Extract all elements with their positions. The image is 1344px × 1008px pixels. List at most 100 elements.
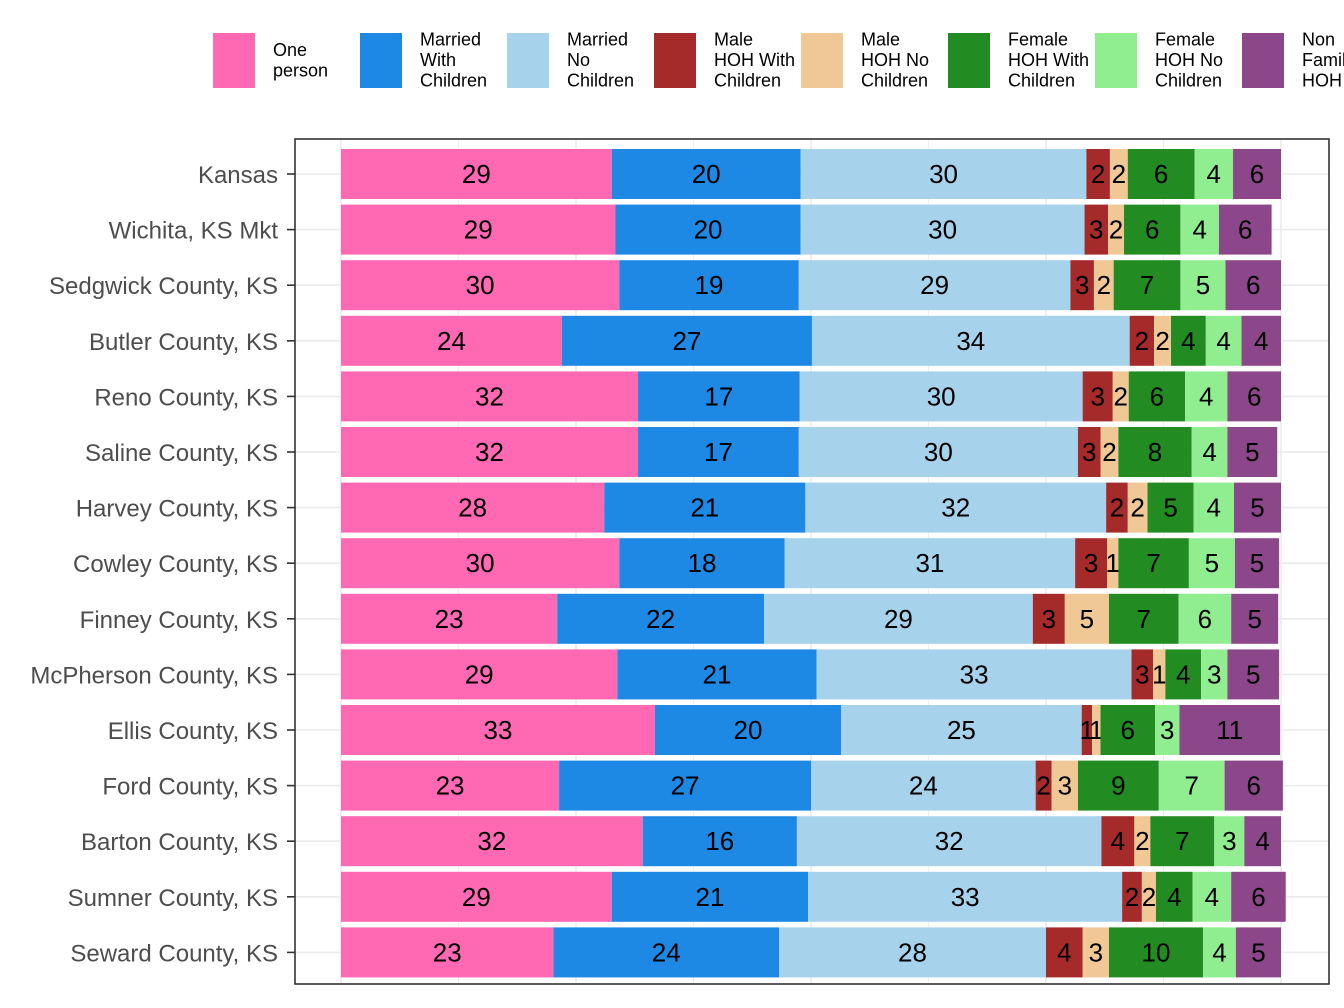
data-label: 21 [695, 882, 724, 912]
data-label: 2 [1130, 493, 1144, 523]
bar-segment-non-family-hoh [1231, 871, 1286, 922]
data-label: 6 [1145, 215, 1159, 245]
bar-segment-female-hoh-no-children [1180, 260, 1226, 311]
bar-segment-male-hoh-no-children [1092, 705, 1101, 755]
bar-segment-one-person [341, 204, 616, 255]
bar-segment-male-hoh-no-children [1109, 149, 1128, 199]
bar-segment-male-hoh-no-children [1082, 927, 1109, 978]
bar-segment-female-hoh-no-children [1158, 760, 1225, 811]
legend-item-non-family-hoh: NonFamilyHOH [1242, 30, 1344, 91]
data-label: 32 [475, 381, 504, 411]
data-label: 30 [928, 215, 957, 245]
data-label: 2 [1155, 326, 1169, 356]
data-label: 7 [1137, 604, 1151, 634]
data-label: 23 [433, 937, 462, 967]
bar-segment-male-hoh-with-children [1122, 871, 1142, 922]
bar-segment-male-hoh-no-children [1107, 538, 1119, 589]
data-label: 28 [458, 493, 487, 523]
legend-key [654, 33, 696, 88]
bar-segment-married-no-children [805, 482, 1107, 533]
data-label: 6 [1238, 215, 1252, 245]
data-label: 10 [1142, 937, 1171, 967]
bar-segment-female-hoh-with-children [1127, 149, 1195, 199]
category-label: Ellis County, KS [108, 718, 278, 745]
data-label: 3 [1160, 715, 1174, 745]
data-label: 1 [1152, 659, 1166, 689]
bar-segment-married-no-children [811, 315, 1130, 366]
bar-segment-married-with-children [561, 315, 812, 366]
data-label: 23 [435, 604, 464, 634]
category-label: Harvey County, KS [76, 496, 278, 523]
bar-segment-female-hoh-no-children [1188, 538, 1235, 589]
bar-segment-male-hoh-with-children [1077, 427, 1101, 477]
bar-row-mcpherson-county-ks: 29 21 33 3 1 4 3 5 [341, 649, 1280, 700]
legend: OnepersonMarriedWithChildrenMarriedNoChi… [213, 30, 1344, 91]
data-label: 33 [484, 715, 513, 745]
legend-label: Female [1008, 30, 1068, 50]
bar-segment-female-hoh-with-children [1100, 705, 1156, 755]
category-label: Kansas [198, 162, 278, 189]
bar-segment-male-hoh-no-children [1154, 315, 1172, 366]
legend-label: HOH With [714, 50, 795, 70]
bar-segment-married-no-children [764, 593, 1033, 644]
bar-segment-male-hoh-with-children [1035, 760, 1052, 811]
legend-label: Family [1302, 50, 1344, 70]
data-label: 6 [1121, 715, 1135, 745]
data-label: 4 [1111, 826, 1125, 856]
data-label: 7 [1175, 826, 1189, 856]
data-label: 29 [884, 604, 913, 634]
bar-segment-married-with-children [615, 204, 801, 255]
data-label: 25 [947, 715, 976, 745]
bar-segment-married-no-children [796, 816, 1102, 867]
data-label: 24 [909, 771, 938, 801]
bar-segment-male-hoh-with-children [1129, 315, 1155, 366]
data-label: 5 [1196, 270, 1210, 300]
bar-segment-male-hoh-no-children [1153, 649, 1166, 700]
bar-segment-male-hoh-with-children [1106, 482, 1128, 533]
bar-row-saline-county-ks: 32 17 30 3 2 8 4 5 [341, 427, 1278, 477]
data-label: 4 [1176, 659, 1190, 689]
bar-segment-female-hoh-no-children [1192, 871, 1232, 922]
bar-segment-married-with-children [611, 871, 809, 922]
data-label: 31 [915, 548, 944, 578]
bar-segment-married-with-children [617, 649, 817, 700]
bar-segment-female-hoh-with-children [1165, 649, 1202, 700]
data-label: 21 [690, 493, 719, 523]
data-label: 6 [1247, 381, 1261, 411]
legend-label: One [273, 40, 307, 60]
bar-segment-one-person [341, 315, 562, 366]
data-label: 21 [703, 659, 732, 689]
data-label: 2 [1113, 381, 1127, 411]
bar-segment-female-hoh-with-children [1128, 371, 1186, 422]
bar-segment-male-hoh-no-children [1064, 593, 1109, 644]
bar-segment-female-hoh-with-children [1118, 427, 1192, 477]
bar-segment-female-hoh-with-children [1108, 593, 1179, 644]
data-label: 29 [462, 159, 491, 189]
data-label: 32 [935, 826, 964, 856]
bar-segment-married-with-children [557, 593, 764, 644]
bar-segment-female-hoh-no-children [1185, 371, 1228, 422]
data-label: 4 [1212, 937, 1226, 967]
data-label: 6 [1251, 882, 1265, 912]
data-label: 29 [464, 215, 493, 245]
data-label: 24 [652, 937, 681, 967]
data-label: 5 [1250, 493, 1264, 523]
data-label: 11 [1216, 715, 1243, 745]
data-label: 30 [929, 159, 958, 189]
bar-segment-one-person [341, 371, 639, 422]
bar-segment-non-family-hoh [1244, 816, 1281, 867]
data-label: 4 [1254, 326, 1268, 356]
bar-segment-male-hoh-with-children [1086, 149, 1110, 199]
bar-segment-male-hoh-no-children [1127, 482, 1148, 533]
data-label: 17 [704, 381, 733, 411]
legend-label: Children [420, 71, 487, 91]
data-label: 5 [1250, 548, 1264, 578]
bar-segment-married-no-children [811, 760, 1036, 811]
bar-row-butler-county-ks: 24 27 34 2 2 4 4 4 [341, 315, 1281, 366]
data-label: 5 [1205, 548, 1219, 578]
data-label: 4 [1181, 326, 1195, 356]
legend-key [1095, 33, 1137, 88]
